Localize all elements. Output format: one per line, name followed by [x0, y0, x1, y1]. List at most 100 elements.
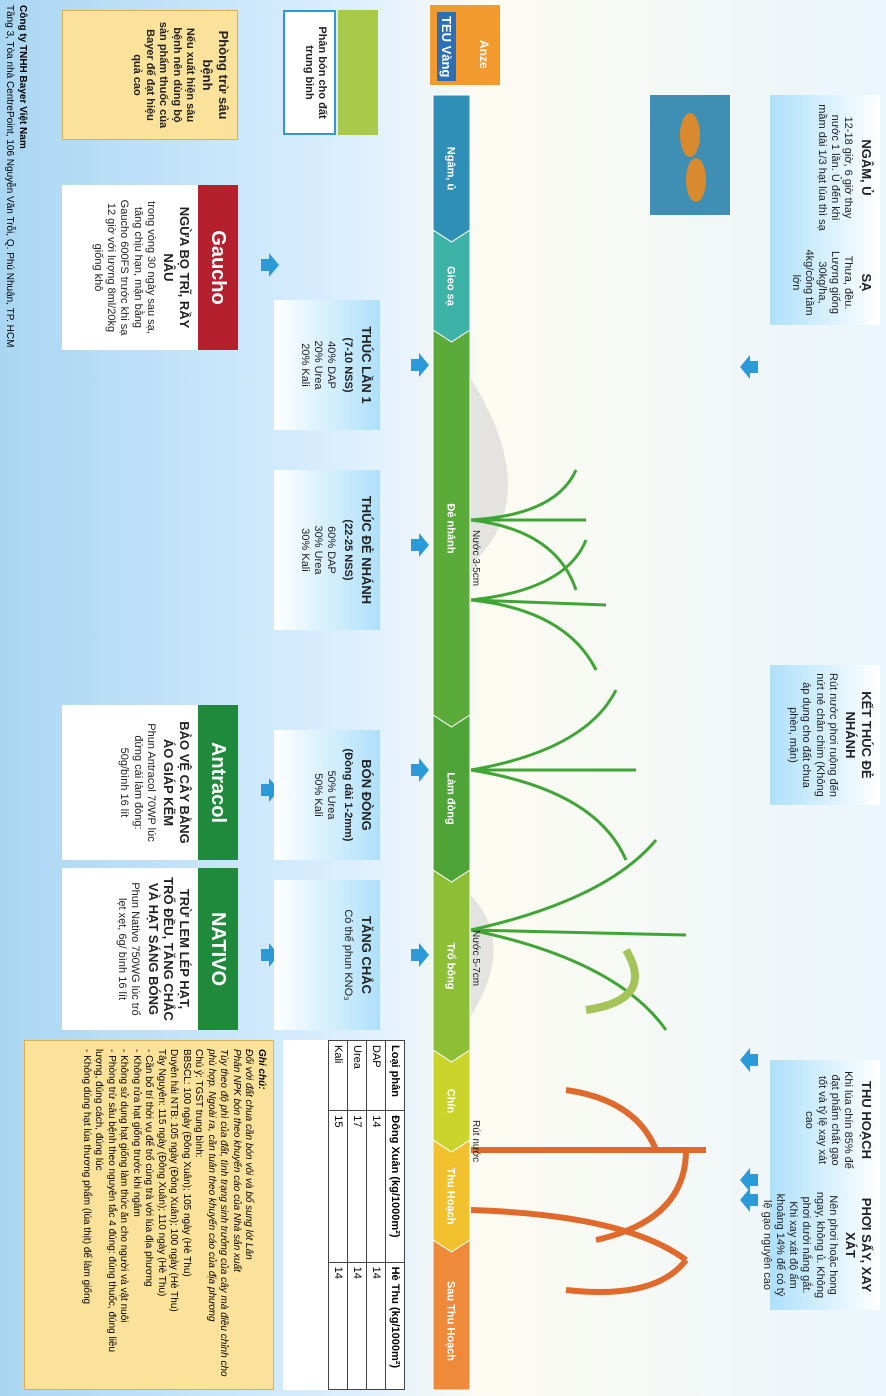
- product-box: NATIVO TRỪ LEM LÉP HẠT, TRỔ ĐỀU, TĂNG CHẮ…: [62, 868, 238, 1030]
- arrow: [411, 758, 429, 782]
- box-title: PHƠI SẤY, XAY XÁT: [843, 1197, 874, 1293]
- fertilizer-table: Loại phân Đông Xuân (kg/1000m²) Hè Thu (kg…: [283, 1040, 405, 1390]
- product-text: trong vòng 30 ngày sau sạ, tăng chịu hạn…: [92, 199, 157, 336]
- box-subtitle: (7-10 NSS): [342, 337, 355, 393]
- box-text: Rút nước phơi ruộng đến nứt nẻ chân chim…: [787, 673, 839, 797]
- box-line: 60% DAP: [325, 526, 338, 574]
- table-cell: Urea: [347, 1040, 367, 1111]
- stage-label: Thu Hoạch: [445, 1168, 457, 1225]
- product-brand: Antracol: [198, 705, 238, 860]
- arrow: [740, 355, 758, 379]
- product-title: TRỪ LEM LÉP HẠT, TRỔ ĐỀU, TĂNG CHẮC VÀ H…: [145, 877, 192, 1021]
- table-cell: Kali: [328, 1040, 348, 1111]
- arrow: [261, 778, 279, 802]
- box-line: 50% Urea: [325, 770, 338, 820]
- notes-line: Phân NPK bón theo khuyến cáo của Nhà sản…: [231, 1049, 242, 1272]
- notes-line: - Không sử dụng hạt giống làm thức ăn ch…: [118, 1049, 130, 1323]
- table-cell: 14: [328, 1262, 348, 1390]
- box-title: THÚC LẦN 1: [359, 326, 374, 404]
- product-title: NGỪA BỌ TRĨ, RẦY NÂU: [161, 206, 192, 329]
- table-header: Hè Thu (kg/1000m²): [385, 1262, 405, 1390]
- notes-line: Duyên hải NTB: 105 ngày (Đông Xuân); 100…: [168, 1049, 180, 1312]
- table-cell: 14: [366, 1262, 386, 1390]
- stage-label: Chín: [445, 1089, 457, 1114]
- notes-line: - Không dùng hạt lúa thương phẩm (lúa th…: [81, 1049, 92, 1305]
- box-title: Phòng trừ sâu bệnh: [200, 30, 231, 120]
- fertilizer-box: TĂNG CHẮC Có thể phun KNO₃: [274, 880, 380, 1030]
- product-text: Phun Antracol 70WP lúc đứng cái làm đòng…: [118, 723, 157, 842]
- product-text: Phun Nativo 750WG lúc trổ lẹt xẹt, 6g/ b…: [116, 882, 142, 1016]
- fertilizer-box: BÓN ĐÒNG (Đòng dài 1-2mm) 50% Urea 50% Kali: [274, 730, 380, 860]
- stage-info-box: SẠ Thưa, đều. Lượng giống 30kg/ha, 4kg/cô…: [770, 240, 880, 325]
- notes-line: - Phòng trừ sâu bệnh theo nguyên tắc 4 đ…: [93, 1049, 118, 1353]
- box-title: KẾT THÚC ĐẺ NHÁNH: [843, 691, 874, 779]
- box-line: 50% Kali: [312, 773, 325, 817]
- water-label: Rút nước: [470, 1120, 481, 1163]
- box-title: TĂNG CHẮC: [359, 916, 374, 994]
- notes-line: Đối với đất chua cần bón vôi và bổ sung …: [243, 1049, 255, 1260]
- stage-info-box: PHƠI SẤY, XAY XÁT Nên phơi hoặc hong ngay…: [761, 1180, 880, 1310]
- table-header: Đông Xuân (kg/1000m²): [385, 1110, 405, 1263]
- box-title: THU HOẠCH: [859, 1081, 874, 1159]
- logo-brand: Anze: [477, 40, 491, 69]
- pest-box: Phòng trừ sâu bệnh Nếu xuất hiện sâu bệnh…: [62, 10, 238, 140]
- fertilizer-box: THÚC LẦN 1 (7-10 NSS) 40% DAP 20% Urea 20% K…: [274, 300, 380, 430]
- notes-line: - Cần bố trí thời vụ để trổ cùng trà với…: [143, 1049, 155, 1287]
- stage-label: Gieo sạ: [445, 266, 457, 307]
- stage-label: Làm đòng: [445, 772, 457, 825]
- box-line: 30% Urea: [312, 525, 325, 575]
- arrow: [411, 533, 429, 557]
- stage-info-box: KẾT THÚC ĐẺ NHÁNH Rút nước phơi ruộng đến…: [770, 665, 880, 805]
- box-line: 30% Kali: [298, 528, 311, 572]
- notes-line: BBSCL: 100 ngày (Đông Xuân); 105 ngày (H…: [181, 1049, 192, 1277]
- logo-name: TEU Vàng: [437, 12, 456, 82]
- arrow: [261, 253, 279, 277]
- box-text: Nếu xuất hiện sâu bệnh nên dùng bộ sản p…: [131, 21, 196, 129]
- product-title: BẢO VỆ CÂY BẰNG ÁO GIÁP KẼM: [161, 721, 192, 844]
- notes-line: - Không rửa hạt giống trước khi ngâm: [131, 1049, 142, 1217]
- water-label: Nước 5-7cm: [470, 930, 481, 987]
- box-line: 40% DAP: [325, 341, 338, 389]
- box-title: NGÂM, Ủ: [859, 139, 874, 196]
- stage-label: Trổ bông: [445, 942, 457, 989]
- stage-info-box: THU HOẠCH Khi lúa chín 85% để đạt phẩm ch…: [770, 1060, 880, 1180]
- product-box: Antracol BẢO VỆ CÂY BẰNG ÁO GIÁP KẼM Phun …: [62, 705, 238, 860]
- product-brand: NATIVO: [198, 868, 238, 1030]
- notes-title: Ghi chú:: [256, 1049, 267, 1090]
- notes-line: Tây Nguyên: 115 ngày (Đông Xuân); 110 ng…: [156, 1049, 167, 1297]
- product-box: Gaucho NGỪA BỌ TRĨ, RẦY NÂU trong vòng 30 …: [62, 185, 238, 350]
- table-header: Loại phân: [385, 1040, 405, 1111]
- arrow: [261, 943, 279, 967]
- arrow: [740, 1168, 758, 1192]
- arrow: [411, 353, 429, 377]
- box-line: 20% Urea: [312, 340, 325, 390]
- notes-line: Tùy theo độ phì của đất, tình trạng sinh…: [206, 1049, 230, 1377]
- box-text: Thưa, đều. Lượng giống 30kg/ha, 4kg/công…: [789, 249, 855, 316]
- arrow: [740, 1048, 758, 1072]
- table-cell: 15: [328, 1110, 348, 1263]
- box-subtitle: (22-25 NSS): [342, 519, 355, 581]
- fertilizer-note: Phân bón cho đất trung bình: [283, 10, 336, 135]
- water-label: Nước 3-5cm: [470, 530, 481, 587]
- box-subtitle: (Đòng dài 1-2mm): [342, 748, 355, 842]
- arrow: [740, 1188, 758, 1212]
- notes-box: Ghi chú: Đối với đất chua cần bón vôi và …: [24, 1040, 274, 1390]
- box-title: BÓN ĐÒNG: [359, 759, 374, 831]
- box-text: 12-18 giờ, 6 giờ thay nước 1 lần. Ủ đến …: [816, 104, 855, 231]
- table-cell: DAP: [366, 1040, 386, 1111]
- stage-label: Đẻ nhánh: [445, 503, 457, 553]
- table-cell: 17: [347, 1110, 367, 1263]
- footer-line: Công ty TNHH Bayer Việt Nam: [17, 5, 28, 149]
- stage-segment: [432, 1239, 471, 1391]
- stage-info-box: NGÂM, Ủ 12-18 giờ, 6 giờ thay nước 1 lần.…: [770, 95, 880, 240]
- table-cell: 14: [366, 1110, 386, 1263]
- arrow: [411, 943, 429, 967]
- box-text: Nên phơi hoặc hong ngay, không ủ. Không …: [760, 1191, 839, 1299]
- box-text: Khi lúa chín 85% để đạt phẩm chất gạo tố…: [802, 1071, 855, 1169]
- box-line: 20% Kali: [298, 343, 311, 387]
- fertilizer-box: THÚC ĐẺ NHÁNH (22-25 NSS) 60% DAP 30% Urea 3…: [274, 470, 380, 630]
- stage-label: Sau Thu Hoạch: [445, 1281, 457, 1361]
- stage-label: Ngâm, ủ: [445, 147, 457, 190]
